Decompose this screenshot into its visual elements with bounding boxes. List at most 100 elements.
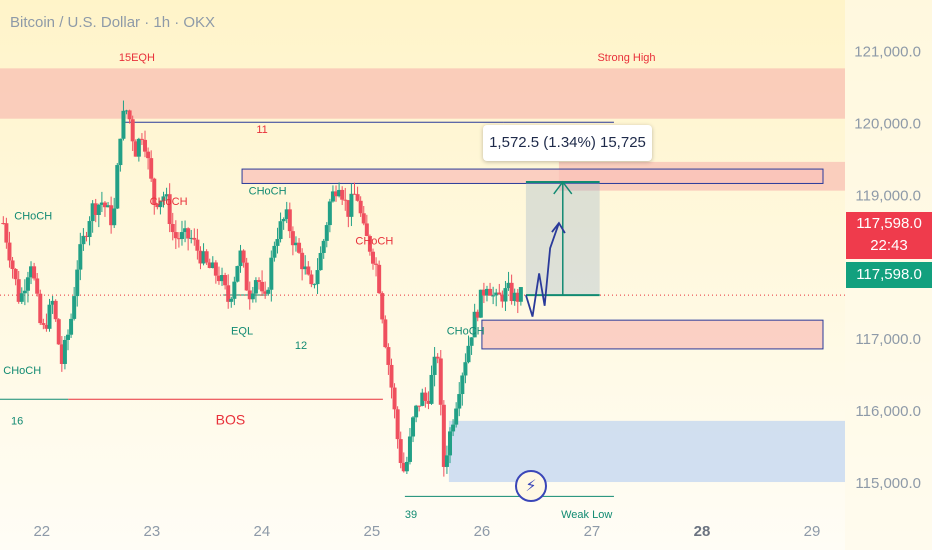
y-tick-label: 116,000.0	[855, 403, 921, 420]
candle-body	[300, 252, 305, 270]
x-tick-label: 23	[143, 523, 160, 540]
zones-layer	[0, 68, 845, 483]
candle-body	[340, 189, 345, 200]
candle-body	[173, 232, 178, 239]
candle-body	[223, 275, 228, 286]
candle-body	[253, 280, 258, 294]
candle-body	[441, 404, 446, 467]
candle-body	[392, 387, 397, 410]
candle-body	[189, 237, 194, 239]
candle-body	[56, 319, 61, 345]
candle-body	[312, 284, 317, 286]
candle-body	[25, 277, 30, 291]
candle-body	[192, 237, 197, 240]
candle-body	[176, 238, 181, 240]
candle-body	[512, 292, 517, 302]
candle-body	[518, 287, 523, 302]
candle-body	[62, 339, 67, 364]
candle-body	[16, 279, 21, 302]
candle-body	[503, 288, 508, 302]
candle-body	[407, 436, 412, 462]
candle-body	[324, 225, 329, 241]
zone-supply_box-3	[481, 319, 824, 350]
annotation-label: EQL	[231, 326, 253, 338]
x-tick-label: 26	[474, 523, 491, 540]
candle-body	[170, 224, 175, 233]
candle-body	[149, 158, 154, 179]
candle-body	[179, 232, 184, 239]
candle-body	[229, 298, 234, 302]
y-tick-label: 120,000.0	[854, 115, 921, 132]
candle-body	[383, 319, 388, 348]
candle-body	[158, 200, 163, 208]
candle-body	[161, 196, 166, 201]
candle-body	[29, 266, 34, 278]
candle-body	[93, 203, 98, 215]
candle-body	[438, 358, 443, 405]
annotation-label: 11	[256, 124, 267, 136]
candle-body	[44, 324, 49, 329]
candle-body	[293, 242, 298, 246]
candle-body	[330, 191, 335, 202]
candle-body	[75, 269, 80, 297]
candle-body	[364, 223, 369, 236]
annotation-label: CHoCH	[355, 236, 393, 248]
candle-body	[247, 290, 252, 300]
candle-body	[484, 288, 489, 296]
x-tick-label: 27	[584, 523, 601, 540]
last-price-tag: 117,598.0 22:43	[846, 212, 932, 259]
candle-body	[59, 344, 64, 364]
candle-body	[232, 281, 237, 299]
candle-body	[133, 141, 138, 157]
candle-body	[435, 356, 440, 359]
y-tick-label: 121,000.0	[854, 43, 921, 60]
candle-body	[81, 235, 86, 245]
candle-body	[84, 235, 89, 238]
candle-body	[398, 439, 403, 464]
candle-body	[506, 282, 511, 289]
annotation-label: CHoCH	[150, 196, 188, 208]
candle-body	[78, 244, 83, 270]
candle-body	[121, 110, 126, 139]
candle-body	[386, 347, 391, 365]
candle-body	[475, 311, 480, 318]
candle-body	[164, 194, 169, 197]
projection-arrow-head	[551, 221, 566, 234]
candle-body	[389, 364, 394, 388]
candle-body	[195, 239, 200, 251]
candle-body	[417, 405, 422, 407]
annotation-label: CHoCH	[3, 365, 41, 377]
candle-body	[432, 356, 437, 375]
candle-body	[32, 266, 37, 279]
candle-body	[198, 250, 203, 264]
zone-supply-0	[0, 68, 845, 119]
candle-body	[241, 250, 246, 263]
annotation-label: 15EQH	[119, 52, 155, 64]
candle-body	[395, 409, 400, 440]
candle-body	[47, 304, 52, 329]
candle-body	[186, 228, 191, 239]
candle-body	[102, 202, 107, 208]
zone-demand-4	[448, 420, 845, 483]
y-tick-label: 119,000.0	[855, 187, 921, 204]
candle-body	[349, 193, 354, 217]
candle-body	[380, 293, 385, 320]
candle-body	[220, 275, 225, 282]
candle-body	[183, 228, 188, 233]
candle-body	[411, 417, 416, 437]
candle-body	[448, 431, 453, 456]
current-price-tag: 117,598.0	[846, 262, 932, 288]
candle-body	[1, 223, 6, 225]
candle-body	[69, 318, 74, 335]
last-price-value: 117,598.0	[856, 215, 922, 232]
candle-body	[10, 260, 15, 270]
measure-arrow-head	[553, 180, 573, 195]
lightning-icon[interactable]: ⚡	[515, 470, 547, 502]
candle-body	[263, 291, 268, 294]
countdown-timer: 22:43	[870, 237, 908, 254]
overlay-layer	[525, 180, 600, 317]
candle-body	[509, 282, 514, 302]
candle-body	[272, 245, 277, 258]
candle-body	[494, 292, 499, 296]
